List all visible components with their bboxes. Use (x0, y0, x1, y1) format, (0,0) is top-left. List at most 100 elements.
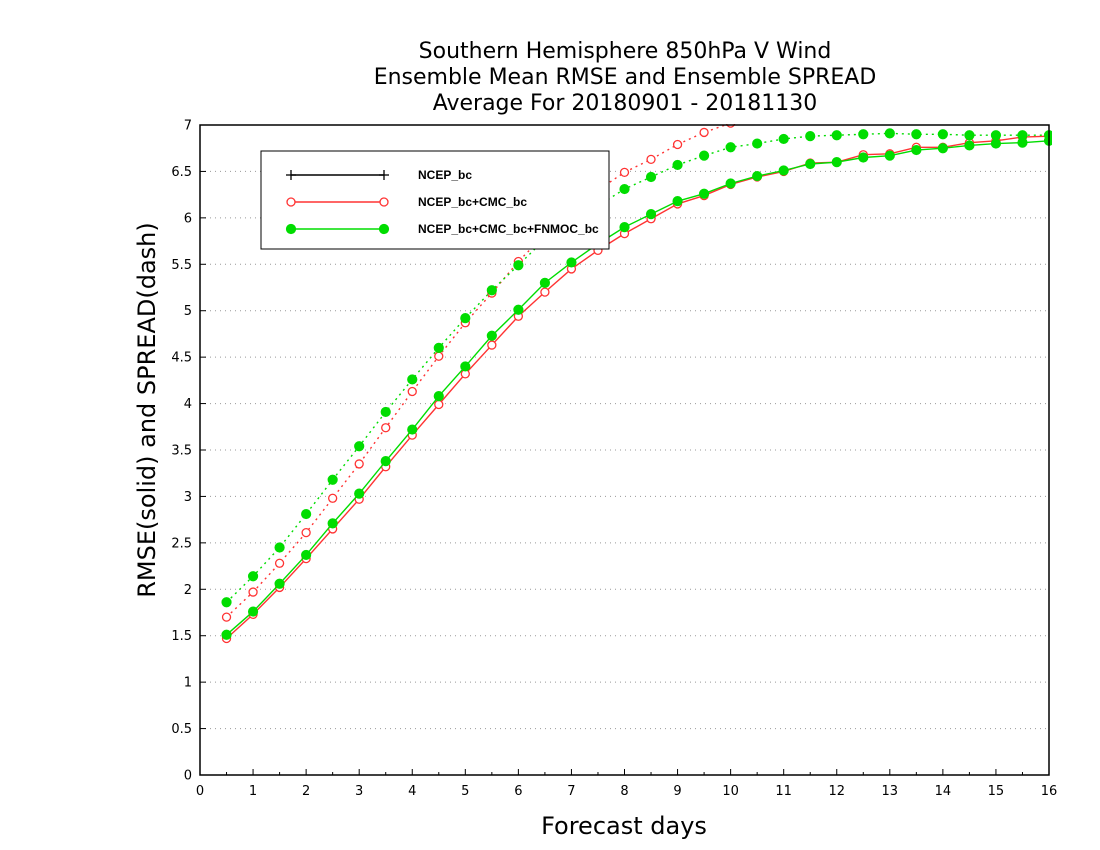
spread-point-ncep-bc-cmc-bc-fnmoc-bc (831, 130, 842, 141)
spread-point-ncep-bc-cmc-bc-fnmoc-bc (301, 508, 312, 520)
spread-point-ncep-bc-cmc-bc (248, 587, 258, 597)
spread-point-ncep-bc-cmc-bc-fnmoc-bc (274, 542, 285, 553)
y-tick-label: 7 (184, 119, 192, 134)
spread-point-ncep-bc-cmc-bc (992, 89, 1000, 97)
spread-point-ncep-bc-cmc-bc-fnmoc-bc (645, 171, 657, 183)
rmse-point-ncep-bc-cmc-bc-fnmoc-bc (327, 518, 338, 529)
legend-marker-ncep-bc-cmc-bc-fnmoc-bc (285, 223, 297, 235)
spread-point-ncep-bc-cmc-bc (939, 90, 947, 98)
spread-point-ncep-bc-cmc-bc (301, 527, 311, 538)
spread-line-ncep-bc-cmc-bc (226, 124, 731, 618)
x-tick-label: 16 (1041, 784, 1058, 799)
x-tick-label: 6 (514, 784, 522, 799)
spread-point-ncep-bc-cmc-bc-fnmoc-bc (433, 342, 444, 353)
rmse-point-ncep-bc-cmc-bc-fnmoc-bc (672, 196, 683, 207)
legend-marker-ncep-bc (379, 170, 389, 180)
y-axis-label: RMSE(solid) and SPREAD(dash) (133, 222, 161, 598)
rmse-point-ncep-bc-cmc-bc-fnmoc-bc (539, 277, 551, 288)
spread-point-ncep-bc-cmc-bc (646, 154, 656, 165)
chart-title-line: Southern Hemisphere 850hPa V Wind (419, 39, 832, 64)
rmse-point-ncep-bc-cmc-bc-fnmoc-bc (407, 424, 418, 435)
spread-point-ncep-bc-cmc-bc-fnmoc-bc (460, 313, 471, 324)
x-tick-label: 8 (620, 784, 628, 799)
rmse-point-ncep-bc-cmc-bc-fnmoc-bc (619, 222, 630, 233)
rmse-point-ncep-bc-cmc-bc-fnmoc-bc (911, 144, 922, 156)
y-tick-label: 5.5 (171, 258, 192, 273)
spread-point-ncep-bc-cmc-bc-fnmoc-bc (698, 150, 710, 161)
y-tick-label: 6 (184, 211, 192, 226)
x-tick-label: 15 (988, 784, 1005, 799)
x-tick-label: 12 (828, 784, 845, 799)
spread-point-ncep-bc-cmc-bc (1018, 88, 1026, 96)
chart-title-line: Average For 20180901 - 20181130 (433, 91, 818, 116)
legend: NCEP_bc NCEP_bc+CMC_bc NCEP_bc+CMC_bc+FNMO… (260, 150, 610, 250)
spread-point-ncep-bc-cmc-bc-fnmoc-bc (380, 406, 391, 418)
rmse-point-ncep-bc-cmc-bc-fnmoc-bc (221, 629, 232, 640)
y-tick-label: 4 (184, 397, 192, 412)
rmse-point-ncep-bc-cmc-bc-fnmoc-bc (301, 549, 312, 561)
rmse-point-ncep-bc-cmc-bc-fnmoc-bc (858, 152, 869, 163)
rmse-point-ncep-bc-cmc-bc-fnmoc-bc (380, 456, 391, 467)
spread-point-ncep-bc-cmc-bc (1045, 88, 1053, 96)
x-tick-label: 11 (775, 784, 792, 799)
x-tick-label: 5 (461, 784, 469, 799)
spread-point-ncep-bc-cmc-bc (328, 493, 338, 503)
rmse-point-ncep-bc-cmc-bc-fnmoc-bc (566, 257, 577, 268)
spread-point-ncep-bc-cmc-bc (965, 89, 973, 97)
y-tick-label: 5 (184, 304, 192, 319)
legend-box (260, 150, 610, 250)
legend-marker-ncep-bc-cmc-bc (286, 197, 296, 207)
spread-point-ncep-bc-cmc-bc-fnmoc-bc (858, 129, 869, 140)
y-tick-label: 3.5 (171, 444, 192, 459)
rmse-point-ncep-bc-cmc-bc-fnmoc-bc (884, 150, 895, 161)
rmse-point-ncep-bc-cmc-bc-fnmoc-bc (247, 606, 259, 617)
y-tick-label: 1 (184, 676, 192, 691)
y-tick-label: 0 (184, 769, 192, 784)
spread-point-ncep-bc-cmc-bc (381, 423, 391, 433)
spread-point-ncep-bc-cmc-bc-fnmoc-bc (407, 374, 418, 385)
spread-point-ncep-bc-cmc-bc-fnmoc-bc (884, 128, 895, 139)
spread-point-ncep-bc-cmc-bc (407, 386, 417, 397)
spread-point-ncep-bc-cmc-bc-fnmoc-bc (354, 441, 365, 452)
spread-point-ncep-bc-cmc-bc (886, 93, 894, 101)
spread-point-ncep-bc-cmc-bc-fnmoc-bc (327, 474, 338, 485)
x-tick-label: 13 (882, 784, 899, 799)
spread-point-ncep-bc-cmc-bc-fnmoc-bc (937, 129, 948, 140)
legend-marker-ncep-bc-cmc-bc (379, 197, 389, 207)
chart-title: Southern Hemisphere 850hPa V WindEnsembl… (374, 39, 877, 116)
spread-point-ncep-bc-cmc-bc (672, 139, 683, 150)
rmse-point-ncep-bc-cmc-bc-fnmoc-bc (486, 330, 497, 341)
rmse-point-ncep-bc-cmc-bc-fnmoc-bc (698, 188, 710, 199)
x-tick-label: 0 (196, 784, 204, 799)
rmse-point-ncep-bc-cmc-bc-fnmoc-bc (964, 140, 975, 151)
spread-point-ncep-bc-cmc-bc-fnmoc-bc (778, 133, 789, 145)
spread-point-ncep-bc-cmc-bc-fnmoc-bc (964, 130, 975, 141)
rmse-point-ncep-bc-cmc-bc-fnmoc-bc (725, 178, 736, 189)
rmse-point-ncep-bc-cmc-bc-fnmoc-bc (778, 165, 789, 176)
rmse-point-ncep-bc-cmc-bc-fnmoc-bc (831, 157, 842, 168)
spread-point-ncep-bc-cmc-bc-fnmoc-bc (805, 131, 816, 142)
x-axis: 0 1 2 3 4 5 6 7 8 9 10 11 12 13 14 15 16 (196, 769, 1057, 799)
x-tick-label: 14 (935, 784, 952, 799)
rmse-point-ncep-bc-cmc-bc-fnmoc-bc (513, 304, 524, 315)
rmse-point-ncep-bc-cmc-bc (487, 340, 497, 350)
legend-marker-ncep-bc-cmc-bc-fnmoc-bc (378, 223, 390, 235)
x-axis-label: Forecast days (541, 812, 707, 840)
rmse-point-ncep-bc-cmc-bc-fnmoc-bc (990, 138, 1002, 149)
chart-title-line: Ensemble Mean RMSE and Ensemble SPREAD (374, 65, 877, 90)
x-tick-label: 1 (249, 784, 257, 799)
spread-point-ncep-bc-cmc-bc (726, 124, 736, 128)
spread-point-ncep-bc-cmc-bc (221, 612, 232, 622)
spread-point-ncep-bc-cmc-bc (619, 167, 630, 178)
y-tick-label: 6.5 (171, 165, 192, 180)
y-tick-label: 2 (184, 583, 192, 598)
legend-label-ncep-bc-cmc-bc: NCEP_bc+CMC_bc (418, 195, 527, 209)
spread-point-ncep-bc-cmc-bc-fnmoc-bc (486, 285, 497, 296)
spread-point-ncep-bc-cmc-bc (434, 351, 444, 361)
x-tick-label: 10 (722, 784, 739, 799)
spread-point-ncep-bc-cmc-bc (833, 98, 841, 106)
plot-area (221, 88, 1053, 644)
legend-label-ncep-bc: NCEP_bc (418, 168, 472, 182)
rmse-point-ncep-bc-cmc-bc-fnmoc-bc (752, 170, 763, 182)
